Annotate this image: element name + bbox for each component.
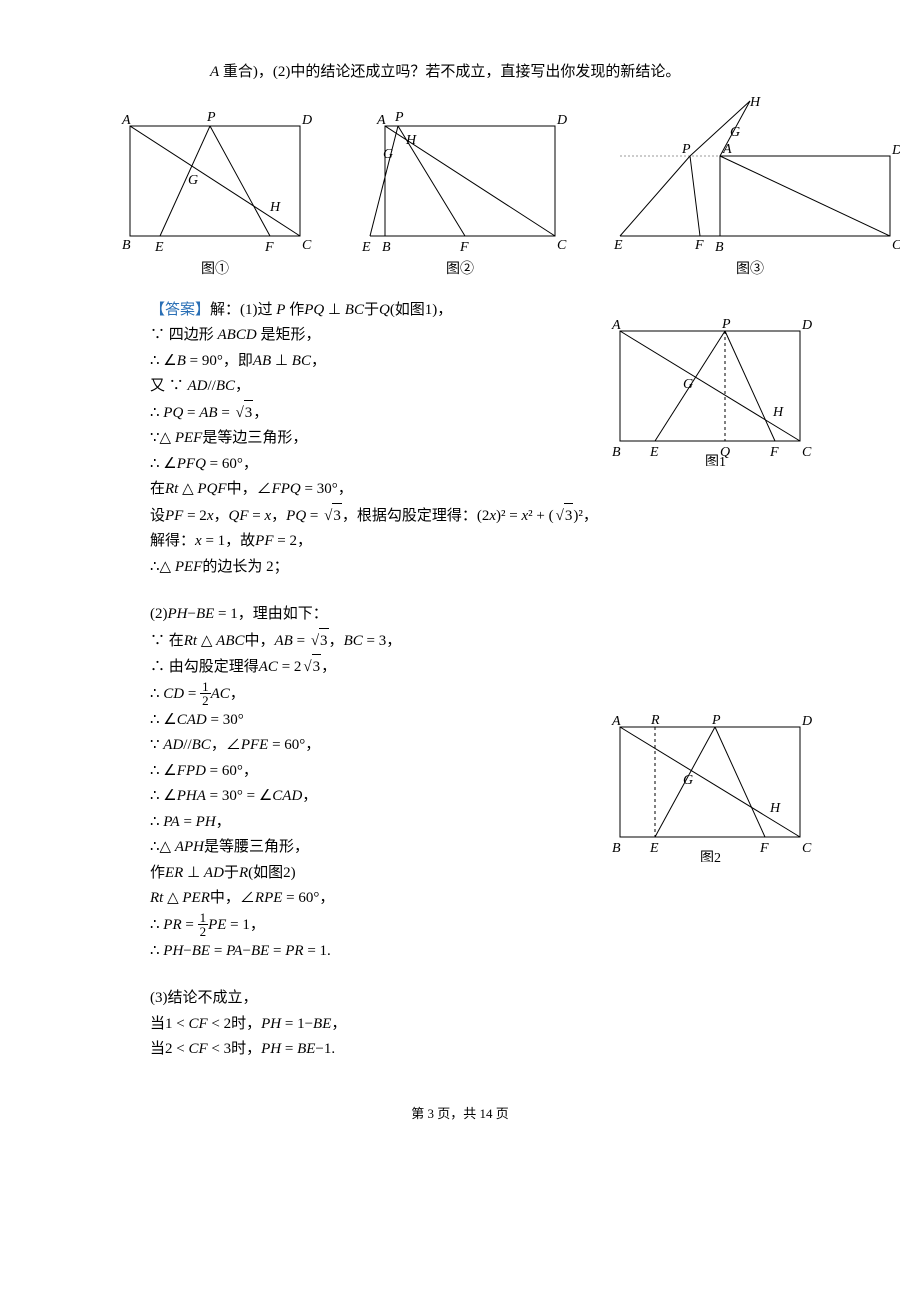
svg-text:R: R: [650, 713, 660, 728]
svg-text:图2: 图2: [700, 851, 721, 862]
a1-l1: 解：(1)过 P 作PQ ⊥ BC于Q(如图1)，: [210, 302, 452, 318]
svg-text:P: P: [711, 713, 721, 728]
a2-l3: ∴ 由勾股定理得AC = 23，: [150, 654, 575, 681]
a1-l3: ∴ ∠B = 90°，即AB ⊥ BC，: [150, 349, 575, 375]
svg-text:C: C: [892, 238, 900, 253]
svg-text:A: A: [611, 318, 621, 333]
figure-1-caption: 图①: [110, 258, 320, 278]
svg-text:E: E: [154, 240, 164, 255]
a2-l13: ∴ PR = 12PE = 1，: [150, 912, 575, 939]
svg-text:G: G: [683, 773, 693, 788]
svg-text:F: F: [769, 445, 779, 460]
svg-text:G: G: [683, 377, 693, 392]
svg-text:P: P: [721, 317, 731, 332]
svg-text:B: B: [715, 240, 724, 255]
svg-text:F: F: [759, 841, 769, 856]
svg-text:B: B: [382, 240, 391, 255]
answer-1-text: 【答案】解：(1)过 P 作PQ ⊥ BC于Q(如图1)， ∵ 四边形 ABCD…: [150, 298, 575, 503]
svg-text:C: C: [557, 238, 567, 253]
var-a: A: [210, 64, 219, 80]
top-text: 重合)，(2)中的结论还成立吗？若不成立，直接写出你发现的新结论。: [223, 64, 681, 80]
continuation-line: A 重合)，(2)中的结论还成立吗？若不成立，直接写出你发现的新结论。: [100, 60, 820, 86]
a2-l10: ∴△ APH是等腰三角形，: [150, 835, 575, 861]
svg-text:C: C: [802, 445, 812, 460]
svg-text:E: E: [649, 841, 659, 856]
a1-l9: 设PF = 2x，QF = x，PQ = 3，根据勾股定理得：(2x)² = x…: [150, 503, 820, 530]
figure-row-top: APD BEFC GH 图① APD BEFC GH 图②: [110, 96, 820, 278]
svg-text:E: E: [613, 238, 623, 253]
svg-text:B: B: [122, 238, 131, 253]
svg-text:A: A: [121, 113, 131, 128]
answer-label: 【答案】: [150, 302, 210, 318]
a3-l2: 当1 < CF < 2时，PH = 1−BE，: [150, 1012, 820, 1038]
a2-l9: ∴ PA = PH，: [150, 810, 575, 836]
svg-text:A: A: [611, 714, 621, 729]
a2-l7: ∴ ∠FPD = 60°，: [150, 759, 575, 785]
svg-text:P: P: [206, 110, 216, 125]
page-container: A 重合)，(2)中的结论还成立吗？若不成立，直接写出你发现的新结论。 APD …: [0, 0, 920, 1162]
a1-l8: 在Rt △ PQF中，∠FPQ = 30°，: [150, 477, 575, 503]
figure-2-caption: 图②: [350, 258, 570, 278]
a1-l10: 解得：x = 1，故PF = 2，: [150, 529, 820, 555]
svg-text:D: D: [801, 318, 812, 333]
a2-l4: ∴ CD = 12AC，: [150, 681, 575, 708]
answer-2-text: (2)PH−BE = 1，理由如下： ∵ 在Rt △ ABC中，AB = 3，B…: [150, 602, 575, 964]
a2-l2: ∵ 在Rt △ ABC中，AB = 3，BC = 3，: [150, 628, 575, 655]
svg-text:C: C: [802, 841, 812, 856]
figure-1: A P D B E F C G H 图①: [110, 106, 320, 278]
a1-l6: ∵△ PEF是等边三角形，: [150, 426, 575, 452]
svg-text:H: H: [772, 405, 784, 420]
figure-2: AP D BE F C GH 图②: [350, 106, 570, 278]
a3-l1: (3)结论不成立，: [150, 986, 820, 1012]
a2-l5: ∴ ∠CAD = 30°: [150, 708, 575, 734]
a1-l4: 又 ∵ AD//BC，: [150, 374, 575, 400]
svg-text:H: H: [405, 133, 417, 148]
svg-text:D: D: [556, 113, 567, 128]
svg-text:D: D: [801, 714, 812, 729]
svg-text:A: A: [376, 113, 386, 128]
svg-text:G: G: [383, 147, 393, 162]
svg-text:H: H: [749, 96, 761, 110]
svg-text:H: H: [269, 200, 281, 215]
answer-block-1: 【答案】解：(1)过 P 作PQ ⊥ BC于Q(如图1)， ∵ 四边形 ABCD…: [100, 298, 820, 503]
svg-text:P: P: [681, 142, 691, 157]
svg-text:图1: 图1: [705, 455, 726, 466]
svg-text:E: E: [649, 445, 659, 460]
svg-text:F: F: [694, 238, 704, 253]
answer-block-2: (2)PH−BE = 1，理由如下： ∵ 在Rt △ ABC中，AB = 3，B…: [100, 602, 820, 964]
a1-l7: ∴ ∠PFQ = 60°，: [150, 452, 575, 478]
a1-l5: ∴ PQ = AB = 3，: [150, 400, 575, 427]
svg-text:E: E: [361, 240, 371, 255]
a2-l11: 作ER ⊥ AD于R(如图2): [150, 861, 575, 887]
svg-text:D: D: [301, 113, 312, 128]
svg-text:F: F: [459, 240, 469, 255]
answer-1-text-cont: 设PF = 2x，QF = x，PQ = 3，根据勾股定理得：(2x)² = x…: [100, 503, 820, 581]
a2-l14: ∴ PH−BE = PA−BE = PR = 1.: [150, 939, 575, 965]
a2-l6: ∵ AD//BC，∠PFE = 60°，: [150, 733, 575, 759]
svg-text:B: B: [612, 445, 621, 460]
answer-block-3: (3)结论不成立， 当1 < CF < 2时，PH = 1−BE， 当2 < C…: [100, 986, 820, 1063]
svg-text:D: D: [891, 143, 900, 158]
svg-text:F: F: [264, 240, 274, 255]
a2-l12: Rt △ PER中，∠RPE = 60°，: [150, 886, 575, 912]
svg-text:P: P: [394, 110, 404, 125]
svg-text:G: G: [188, 173, 198, 188]
page-footer: 第 3 页，共 14 页: [100, 1103, 820, 1122]
svg-text:H: H: [769, 801, 781, 816]
svg-text:C: C: [302, 238, 312, 253]
a3-l3: 当2 < CF < 3时，PH = BE−1.: [150, 1037, 820, 1063]
answer-figure-2: A R P D B E F C G H 图2: [605, 712, 820, 867]
a2-l1: (2)PH−BE = 1，理由如下：: [150, 602, 575, 628]
svg-text:A: A: [722, 142, 732, 157]
svg-text:G: G: [730, 125, 740, 140]
a2-l8: ∴ ∠PHA = 30° = ∠CAD，: [150, 784, 575, 810]
a1-l2: ∵ 四边形 ABCD 是矩形，: [150, 323, 575, 349]
figure-3: H G P A D E FB C 图③: [600, 96, 900, 278]
answer-figure-1: APD BEQFC GH 图1: [605, 316, 820, 471]
a1-l11: ∴△ PEF的边长为 2；: [150, 555, 820, 581]
figure-3-caption: 图③: [600, 258, 900, 278]
svg-text:B: B: [612, 841, 621, 856]
